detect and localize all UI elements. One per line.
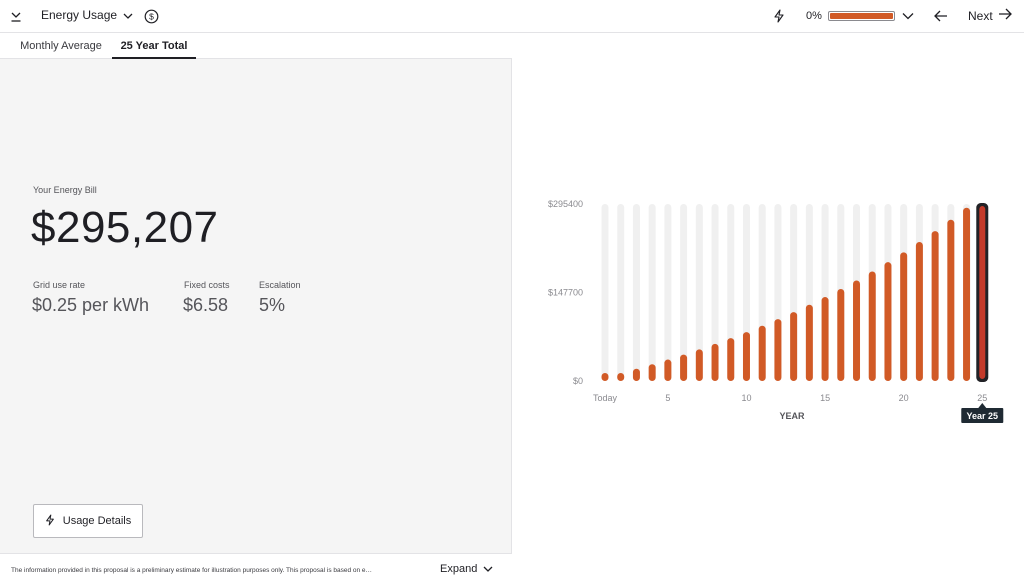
energy-bill-label: Your Energy Bill xyxy=(33,185,97,195)
bar-year-18[interactable] xyxy=(868,271,876,381)
x-tick-label: 10 xyxy=(741,393,751,403)
y-tick-label: $147700 xyxy=(548,288,583,298)
bar-track xyxy=(664,204,672,381)
x-tick-label: 5 xyxy=(665,393,670,403)
bar-year-1[interactable] xyxy=(601,373,609,381)
chevron-down-icon xyxy=(483,563,493,575)
arrow-left-icon[interactable] xyxy=(932,8,950,24)
x-tick-label: 25 xyxy=(977,393,987,403)
fixed-costs-value: $6.58 xyxy=(183,295,229,315)
tab-25-year-total[interactable]: 25 Year Total xyxy=(112,33,196,59)
bar-year-3[interactable] xyxy=(632,368,640,381)
bar-year-12[interactable] xyxy=(774,319,782,381)
grid-rate-value: $0.25 per kWh xyxy=(32,295,150,315)
next-label: Next xyxy=(968,8,993,23)
tab-bar: Monthly Average 25 Year Total xyxy=(0,33,512,59)
bar-year-11[interactable] xyxy=(758,325,766,381)
bar-year-20[interactable] xyxy=(900,252,908,381)
energy-bill-value: $295,207 xyxy=(31,203,219,252)
progress-fill xyxy=(830,13,893,19)
collapse-icon[interactable] xyxy=(6,7,26,27)
tab-monthly-average[interactable]: Monthly Average xyxy=(20,40,102,52)
bar-track xyxy=(711,204,719,381)
progress-label: 0% xyxy=(806,10,822,22)
bar-year-24[interactable] xyxy=(963,207,971,381)
usage-details-label: Usage Details xyxy=(62,515,132,527)
bar-year-23[interactable] xyxy=(947,219,955,381)
selected-year-label: Year 25 xyxy=(967,411,999,421)
bar-year-16[interactable] xyxy=(837,288,845,381)
dollar-icon[interactable]: $ xyxy=(143,8,159,24)
bar-year-4[interactable] xyxy=(648,364,656,381)
x-axis-label: YEAR xyxy=(779,411,805,421)
chevron-down-icon xyxy=(123,8,133,22)
footer: The information provided in this proposa… xyxy=(0,553,512,586)
bar-year-25[interactable] xyxy=(979,206,986,379)
expand-button[interactable]: Expand xyxy=(440,563,493,575)
progress-bar xyxy=(828,11,895,21)
left-panel: Monthly Average 25 Year Total Your Energ… xyxy=(0,33,512,586)
disclaimer-text: The information provided in this proposa… xyxy=(11,567,373,574)
energy-cost-bar-chart: $295400 $147700 $0 Today 5 10 15 20 25 YEAR Year 2… xyxy=(548,199,1004,423)
top-bar: Energy Usage $ 0% Next xyxy=(0,0,1024,33)
bar-year-9[interactable] xyxy=(727,338,735,381)
grid-rate-label: Grid use rate xyxy=(33,280,86,290)
bar-year-21[interactable] xyxy=(915,241,923,381)
bar-year-13[interactable] xyxy=(790,312,798,381)
x-tick-label: 20 xyxy=(899,393,909,403)
fixed-costs-label: Fixed costs xyxy=(184,280,230,290)
progress-chevron-down-icon[interactable] xyxy=(900,9,916,23)
usage-details-button[interactable]: Usage Details xyxy=(33,504,143,538)
bar-year-19[interactable] xyxy=(884,262,892,381)
bar-year-8[interactable] xyxy=(711,343,719,381)
bar-year-17[interactable] xyxy=(853,280,861,381)
bar-year-10[interactable] xyxy=(742,332,750,381)
selected-year-tooltip xyxy=(961,408,1004,423)
bar-year-22[interactable] xyxy=(931,231,939,381)
y-tick-label: $0 xyxy=(573,376,583,386)
bar-track xyxy=(648,204,656,381)
svg-text:$: $ xyxy=(149,11,154,21)
bar-year-6[interactable] xyxy=(680,354,688,381)
bar-year-14[interactable] xyxy=(805,304,813,381)
bolt-icon[interactable] xyxy=(772,8,786,24)
bar-track xyxy=(680,204,688,381)
escalation-value: 5% xyxy=(259,295,286,315)
expand-label: Expand xyxy=(440,563,478,575)
tooltip-arrow xyxy=(978,403,987,408)
y-tick-label: $295400 xyxy=(548,199,583,209)
bar-track xyxy=(632,204,640,381)
bar-track xyxy=(695,204,703,381)
bar-year-15[interactable] xyxy=(821,297,829,381)
energy-usage-dropdown[interactable]: Energy Usage xyxy=(41,8,133,22)
x-tick-label: 15 xyxy=(820,393,830,403)
bar-track xyxy=(617,204,625,381)
bolt-icon xyxy=(45,514,55,529)
bar-year-2[interactable] xyxy=(617,373,625,381)
bar-track xyxy=(601,204,609,381)
next-button[interactable]: Next xyxy=(968,8,1012,23)
energy-usage-title: Energy Usage xyxy=(41,8,118,22)
escalation-label: Escalation xyxy=(259,280,301,290)
bar-year-5[interactable] xyxy=(664,359,672,381)
bar-track xyxy=(727,204,735,381)
bar-year-7[interactable] xyxy=(695,349,703,381)
x-tick-label: Today xyxy=(593,393,618,403)
arrow-right-icon xyxy=(998,8,1012,23)
